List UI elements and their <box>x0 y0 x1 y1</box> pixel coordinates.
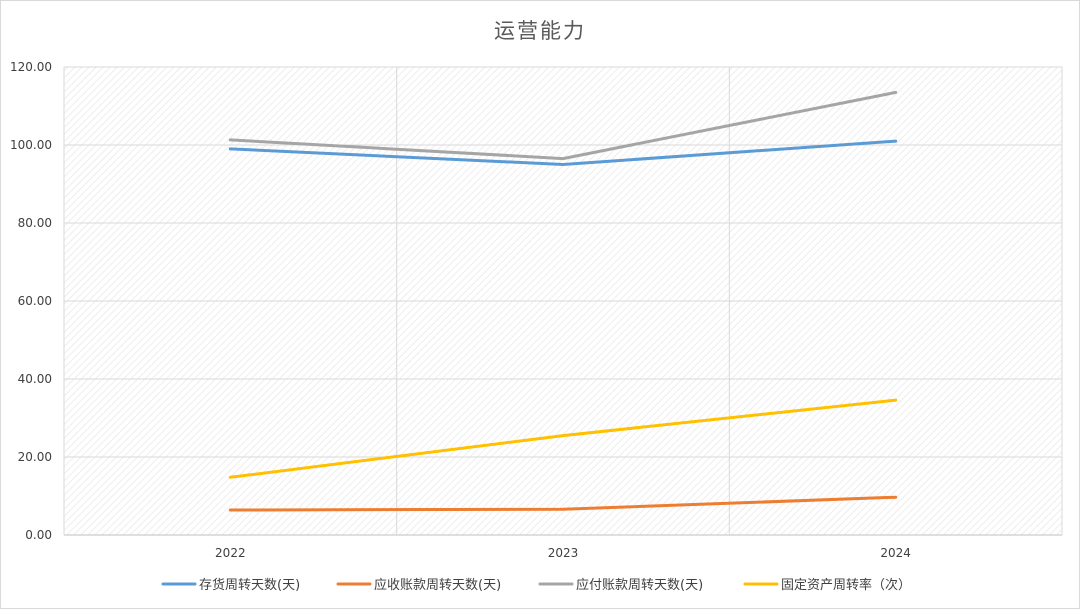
series-line-4 <box>228 398 898 479</box>
legend-label-4: 固定资产周转率（次） <box>781 577 911 593</box>
legend-label-2: 应收账款周转天数(天) <box>374 577 501 593</box>
x-tick-label: 2022 <box>215 546 246 560</box>
x-tick-label: 2024 <box>880 546 911 560</box>
y-tick-label: 0.00 <box>25 528 52 542</box>
series-line-2 <box>228 495 898 512</box>
series-line-1 <box>228 139 898 166</box>
chart-title: 运营能力 <box>494 19 586 43</box>
x-tick-label: 2023 <box>548 546 579 560</box>
legend-label-1: 存货周转天数(天) <box>199 577 300 593</box>
y-tick-label: 60.00 <box>18 294 52 308</box>
y-tick-label: 80.00 <box>18 216 52 230</box>
y-tick-label: 100.00 <box>10 138 52 152</box>
y-tick-label: 40.00 <box>18 372 52 386</box>
series-line-3 <box>228 90 898 161</box>
y-tick-label: 20.00 <box>18 450 52 464</box>
legend-label-3: 应付账款周转天数(天) <box>576 577 703 593</box>
y-tick-label: 120.00 <box>10 60 52 74</box>
